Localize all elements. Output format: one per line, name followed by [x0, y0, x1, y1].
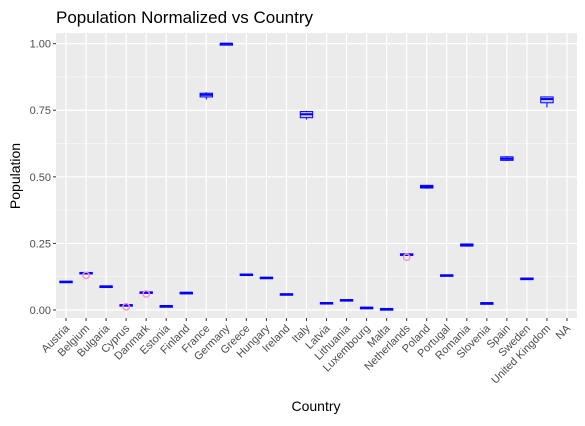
x-axis-ticks: AustriaBelgiumBulgariaCyprusDanmarkEston…: [39, 318, 574, 386]
box-greece: [239, 273, 254, 277]
box-portugal: [440, 274, 454, 277]
outlier-point: [122, 302, 131, 311]
y-tick-label: 1.00: [30, 39, 51, 51]
box-poland: [419, 184, 434, 189]
outlier-point: [142, 290, 151, 298]
y-tick-label: 0.75: [30, 105, 51, 117]
box-series: [59, 42, 554, 311]
y-tick-label: 0.00: [30, 305, 51, 317]
box-finland: [179, 291, 193, 295]
box-bulgaria: [99, 285, 113, 289]
x-tick-label: NA: [554, 322, 574, 342]
box-slovenia: [480, 302, 494, 305]
box-france: [199, 92, 214, 100]
outlier-point: [402, 253, 411, 262]
y-axis-ticks: 0.00 0.25 0.50 0.75 1.00: [30, 39, 56, 317]
box-danmark: [139, 290, 153, 298]
box-romania: [460, 243, 474, 247]
box-netherlands: [399, 253, 414, 262]
y-tick-label: 0.25: [30, 238, 51, 250]
box-belgium: [79, 271, 93, 280]
grid-lines: [56, 33, 577, 318]
box-austria: [59, 280, 73, 284]
x-axis-label: Country: [291, 398, 340, 414]
box-latvia: [319, 302, 334, 305]
box-italy: [299, 110, 314, 120]
box-lithuania: [339, 299, 354, 302]
chart-title: Population Normalized vs Country: [56, 8, 314, 27]
box-germany: [219, 42, 234, 46]
outlier-point: [82, 271, 90, 280]
box-malta: [379, 307, 394, 311]
box-estonia: [159, 305, 173, 308]
box-luxembourg: [359, 306, 374, 310]
y-tick-label: 0.50: [30, 172, 51, 184]
box-united-kingdom: [540, 96, 554, 108]
plot-panel: [56, 33, 577, 318]
box-sweden: [520, 277, 534, 281]
box-spain: [500, 156, 514, 161]
y-axis-label: Population: [7, 143, 23, 209]
box-hungary: [259, 276, 274, 280]
box-cyprus: [119, 302, 133, 311]
box-ireland: [279, 293, 294, 296]
